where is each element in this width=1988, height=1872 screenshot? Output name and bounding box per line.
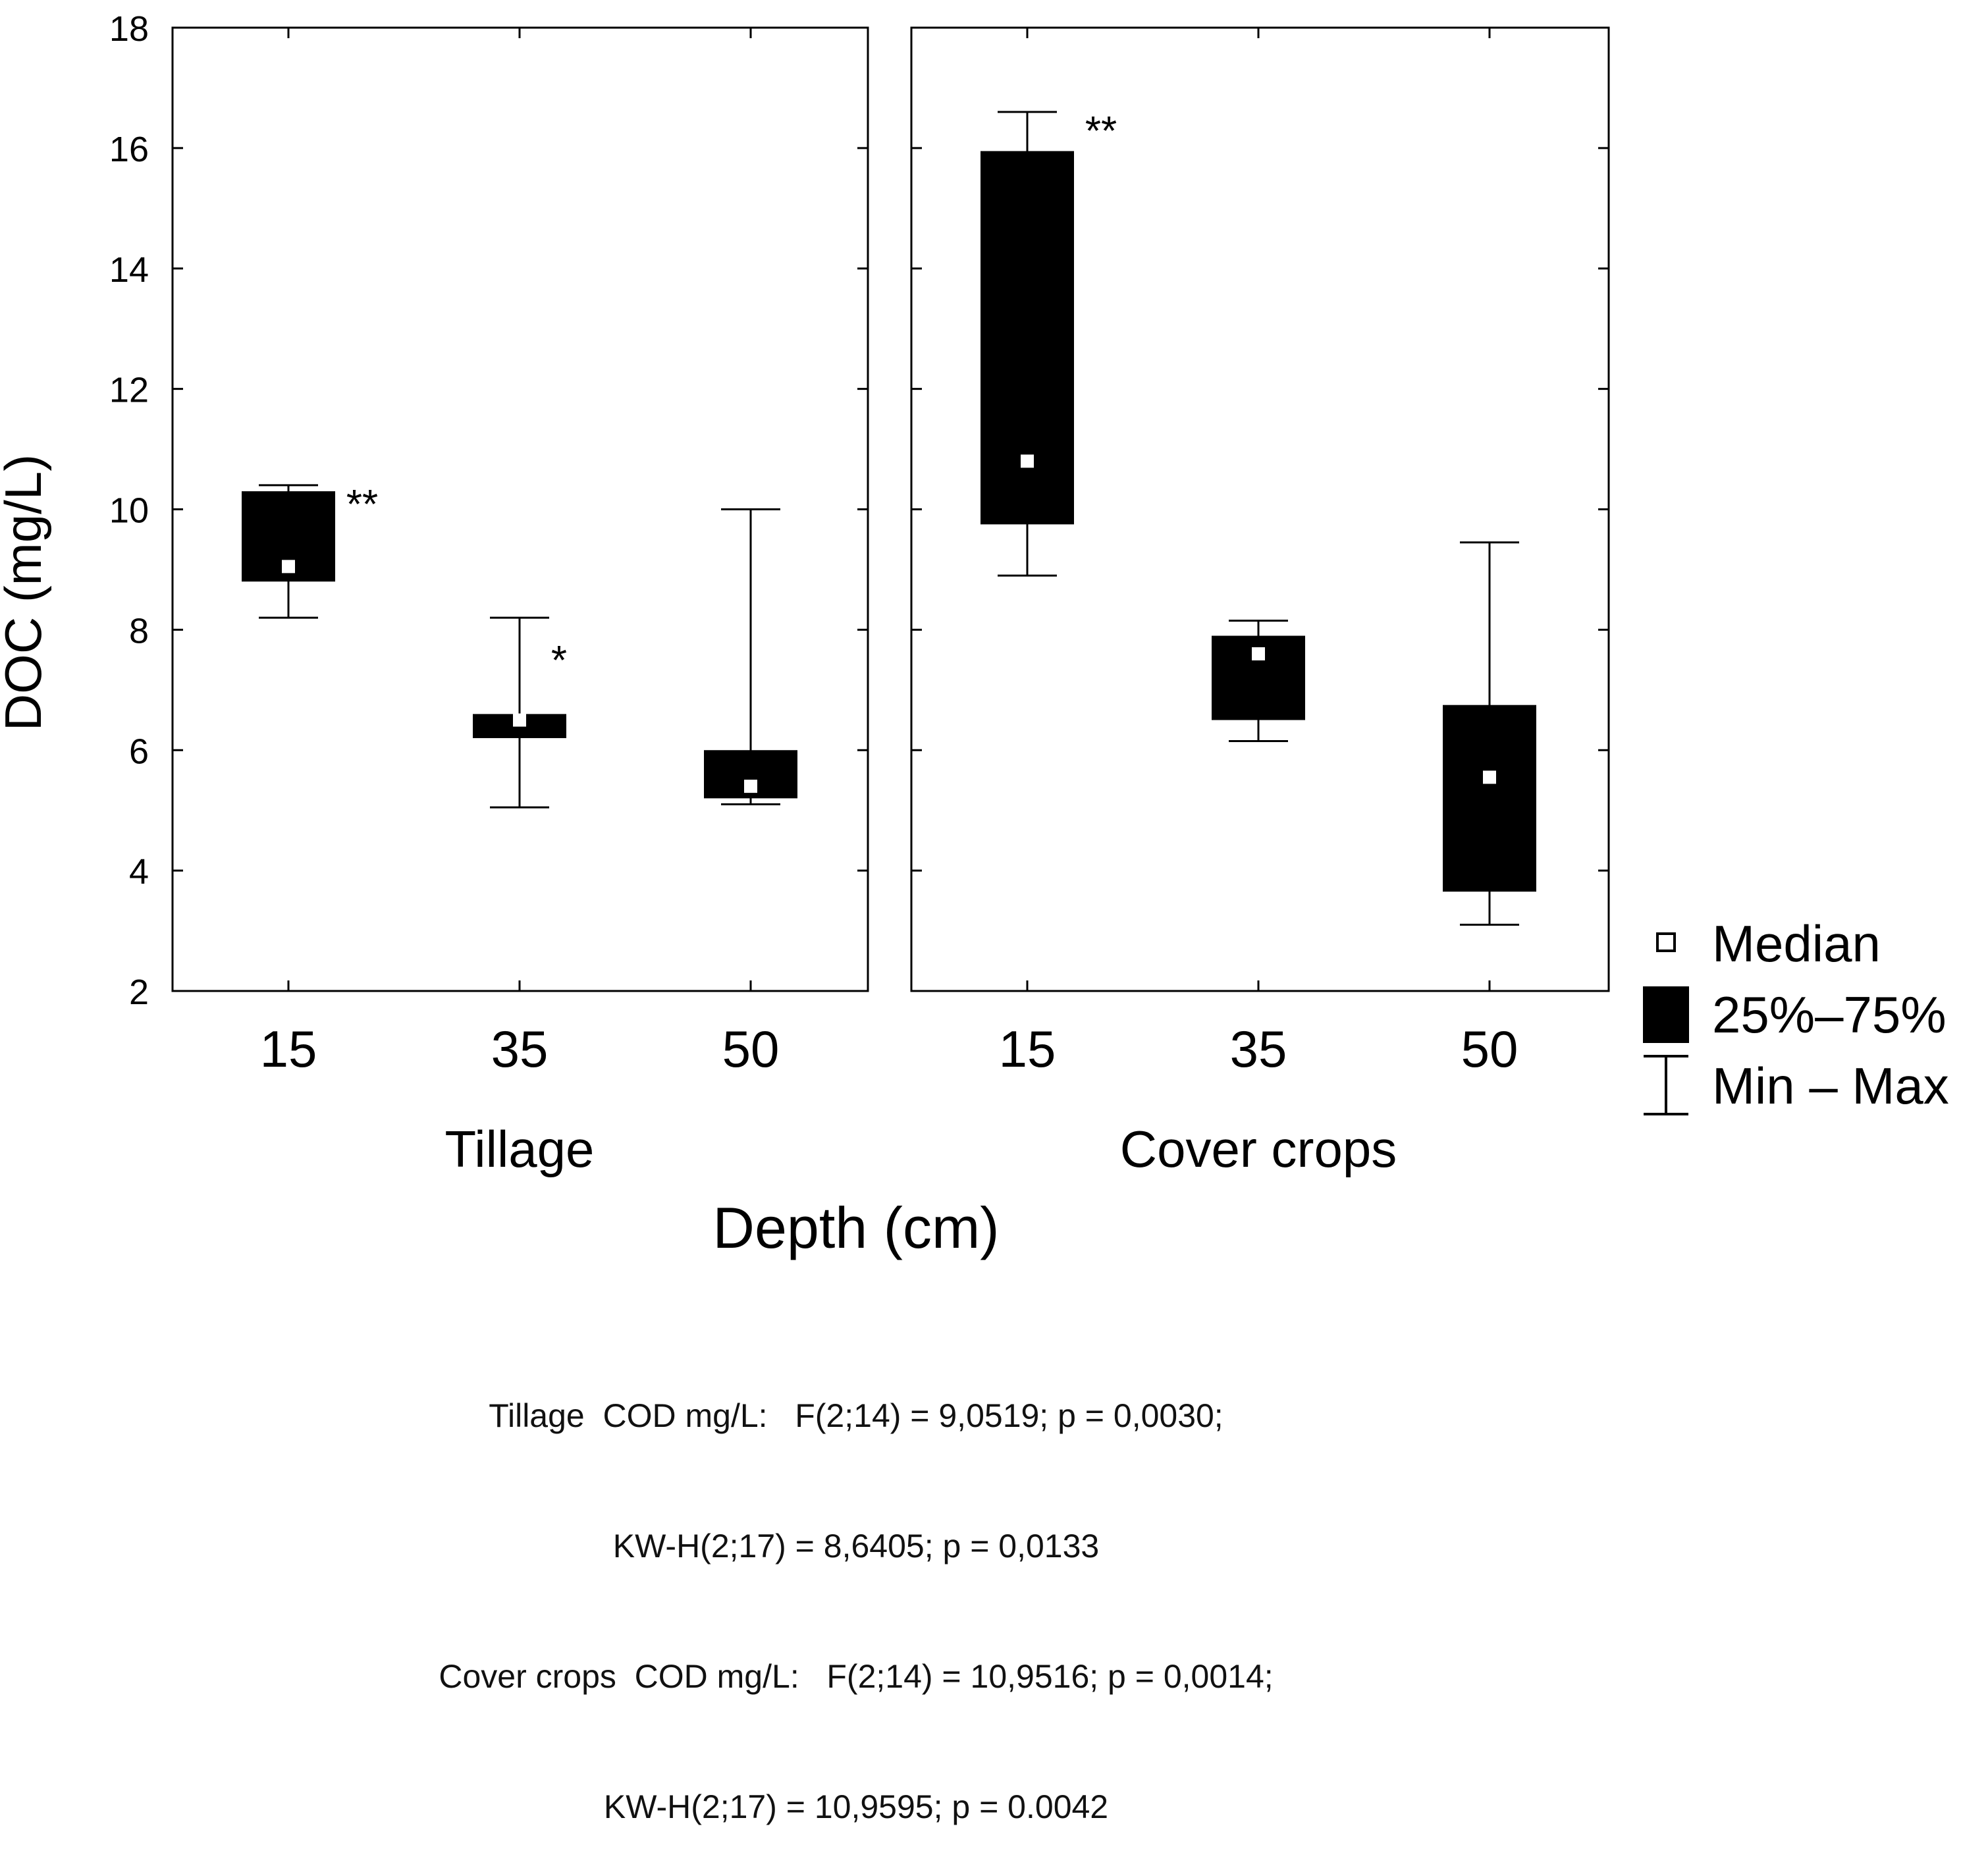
y-tick-label: 16 bbox=[109, 130, 149, 169]
y-tick-label: 12 bbox=[109, 371, 149, 410]
iqr-box bbox=[1443, 705, 1536, 892]
panel-1: ** 15 * 35 50 Cover crops bbox=[910, 26, 1610, 1178]
panel-label: Tillage bbox=[445, 1120, 595, 1178]
median-marker bbox=[744, 780, 757, 793]
significance-annotation: ** bbox=[1085, 109, 1117, 154]
caption-line-4: KW-H(2;17) = 10,9595; p = 0.0042 bbox=[603, 1788, 1109, 1825]
x-tick-label: 35 bbox=[491, 1020, 549, 1078]
legend-box-swatch bbox=[1643, 986, 1689, 1043]
y-tick-label: 14 bbox=[109, 250, 149, 290]
boxplot-figure: ** 15 * 35 50 Tillage ** 15 * 35 50 Cover crops 2 4 6… bbox=[0, 9, 1949, 1260]
iqr-box bbox=[981, 151, 1074, 525]
x-tick-label: 50 bbox=[722, 1020, 780, 1078]
caption-line-3: Cover crops COD mg/L: F(2;14) = 10,9516;… bbox=[439, 1658, 1274, 1695]
panel-0: ** 15 * 35 50 Tillage bbox=[171, 26, 869, 1178]
y-tick-label: 4 bbox=[129, 852, 149, 892]
y-tick-label: 2 bbox=[129, 973, 149, 1012]
y-tick-label: 18 bbox=[109, 9, 149, 49]
y-axis: 2 4 6 8 10 12 14 16 18 bbox=[109, 9, 149, 1012]
median-marker bbox=[282, 560, 295, 574]
median-marker bbox=[1021, 454, 1034, 468]
median-marker bbox=[1483, 770, 1496, 784]
significance-annotation: * bbox=[1290, 641, 1306, 687]
legend-median-marker bbox=[1656, 932, 1676, 952]
significance-annotation: ** bbox=[346, 482, 378, 527]
caption-line-2: KW-H(2;17) = 8,6405; p = 0,0133 bbox=[612, 1528, 1100, 1564]
legend-median-label: Median bbox=[1712, 915, 1881, 973]
y-tick-label: 8 bbox=[129, 611, 149, 651]
plot-panels: ** 15 * 35 50 Tillage ** 15 * 35 50 Cover crops bbox=[171, 26, 1610, 1178]
y-tick-label: 6 bbox=[129, 732, 149, 771]
legend-whisker-label: Min – Max bbox=[1712, 1057, 1949, 1115]
median-marker bbox=[513, 713, 526, 727]
x-tick-label: 15 bbox=[999, 1020, 1056, 1078]
y-tick-label: 10 bbox=[109, 491, 149, 531]
x-axis-label: Depth (cm) bbox=[712, 1195, 999, 1260]
legend: Median 25%–75% Min – Max bbox=[1643, 915, 1949, 1115]
significance-annotation: * bbox=[551, 638, 567, 683]
statistics-caption: Tillage COD mg/L: F(2;14) = 9,0519; p = … bbox=[0, 1307, 1712, 1872]
x-tick-label: 35 bbox=[1230, 1020, 1287, 1078]
y-axis-label: DOC (mg/L) bbox=[0, 454, 52, 731]
legend-box-label: 25%–75% bbox=[1712, 986, 1947, 1044]
x-tick-label: 15 bbox=[260, 1020, 317, 1078]
median-marker bbox=[1252, 647, 1265, 660]
panel-label: Cover crops bbox=[1120, 1120, 1397, 1178]
caption-line-1: Tillage COD mg/L: F(2;14) = 9,0519; p = … bbox=[489, 1397, 1223, 1434]
x-tick-label: 50 bbox=[1461, 1020, 1518, 1078]
